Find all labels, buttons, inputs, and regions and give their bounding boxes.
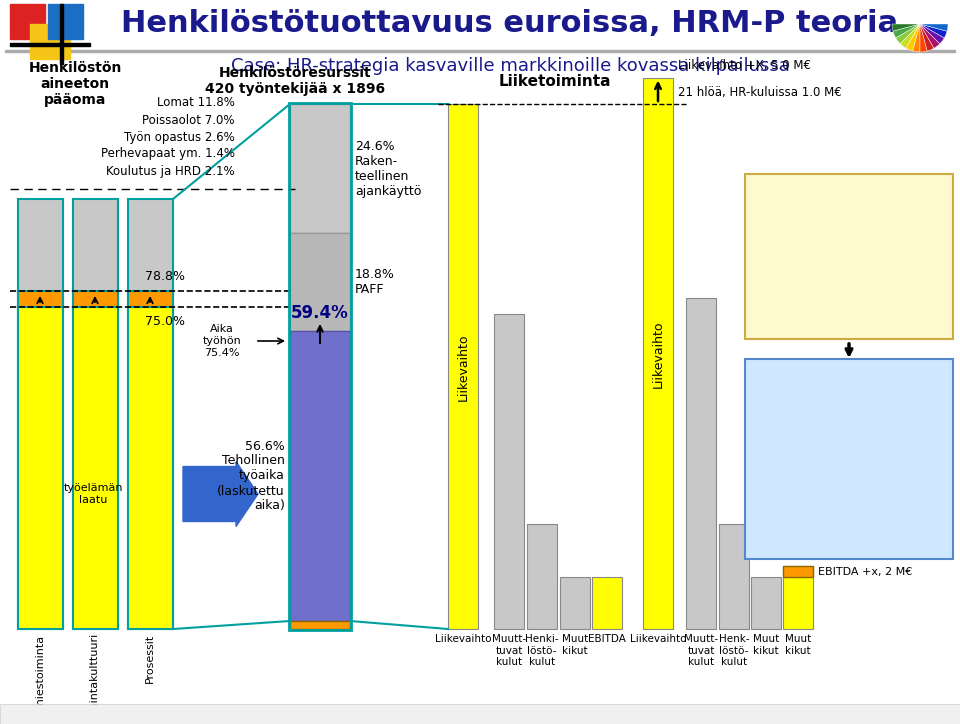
- Text: Muut
kikut: Muut kikut: [785, 634, 811, 656]
- Text: EBITDA: EBITDA: [588, 634, 626, 644]
- Text: Prosessit: Prosessit: [145, 634, 155, 683]
- Text: Liikevaíhto +X, 5.0 M€: Liikevaíhto +X, 5.0 M€: [678, 59, 811, 72]
- Bar: [448, 104, 478, 629]
- Text: 56.6%
Tehollinen
työaika
(laskutettu
aika): 56.6% Tehollinen työaika (laskutettu aik…: [217, 439, 285, 513]
- Bar: [527, 524, 557, 629]
- Bar: [494, 314, 524, 629]
- Text: HRD jälkeen:: HRD jälkeen:: [753, 377, 843, 390]
- Bar: [719, 524, 749, 629]
- Text: Case: HR-strategia kasvaville markkinoille kovassa kilpailussa: Case: HR-strategia kasvaville markkinoil…: [230, 57, 789, 75]
- Bar: [73, 291, 118, 307]
- Text: Henkilöstön
aineeton
pääoma: Henkilöstön aineeton pääoma: [28, 61, 122, 107]
- Bar: [18, 291, 63, 307]
- Text: Liikevaihto 105.0 M€: Liikevaihto 105.0 M€: [753, 408, 883, 421]
- Bar: [60, 4, 63, 64]
- Bar: [128, 291, 173, 307]
- Text: Liikevaihto: Liikevaihto: [630, 634, 686, 644]
- Bar: [73, 199, 118, 629]
- Text: PAFF: Preventive actions Appraisal, Internal Failure, External Failure), (BS 614: PAFF: Preventive actions Appraisal, Inte…: [234, 709, 726, 719]
- Text: Lomat 11.8%: Lomat 11.8%: [157, 96, 235, 109]
- Wedge shape: [913, 24, 920, 52]
- Bar: [18, 307, 63, 629]
- Wedge shape: [920, 24, 927, 52]
- Bar: [643, 77, 673, 629]
- Text: 78.8%: 78.8%: [145, 270, 185, 283]
- Wedge shape: [920, 24, 948, 38]
- Text: Muuttuvat 63.0 M€: Muuttuvat 63.0 M€: [753, 439, 872, 452]
- Wedge shape: [920, 24, 948, 31]
- Bar: [290, 233, 350, 331]
- Text: Koulutus ja HRD 2.1%: Koulutus ja HRD 2.1%: [107, 164, 235, 177]
- Wedge shape: [892, 24, 920, 31]
- Text: Muut kikut 10.0 M€: Muut kikut 10.0 M€: [753, 290, 874, 303]
- Bar: [745, 174, 953, 339]
- Text: Muut
kikut: Muut kikut: [753, 634, 780, 656]
- Text: Työn opastus 2.6%: Työn opastus 2.6%: [124, 130, 235, 143]
- Wedge shape: [896, 24, 920, 43]
- Bar: [128, 199, 173, 629]
- Text: EBITDA 10.0 M€: EBITDA 10.0 M€: [753, 315, 853, 328]
- Text: Poissaolot 7.0%: Poissaolot 7.0%: [142, 114, 235, 127]
- Bar: [686, 298, 716, 629]
- Text: 21 hlöä, HR-kuluissa 1.0 M€: 21 hlöä, HR-kuluissa 1.0 M€: [678, 85, 842, 98]
- Text: Liikevaihto 100.0 M€: Liikevaihto 100.0 M€: [753, 213, 883, 226]
- Text: 18.8%
PAFF: 18.8% PAFF: [355, 268, 395, 296]
- Text: Muut kikut 10.0 M€: Muut kikut 10.0 M€: [753, 500, 874, 513]
- Bar: [48, 4, 83, 39]
- Bar: [73, 307, 118, 629]
- Text: Henkilöstö 20.0 M€: Henkilöstö 20.0 M€: [753, 469, 874, 482]
- Text: 24.6%
Raken-
teellinen
ajankäyttö: 24.6% Raken- teellinen ajankäyttö: [355, 140, 421, 198]
- Text: Henkilöstö 20.0 M€: Henkilöstö 20.0 M€: [753, 264, 874, 277]
- Text: © Marko Kesti: © Marko Kesti: [8, 709, 86, 719]
- Text: Liikevaihto: Liikevaihto: [457, 333, 469, 401]
- Text: EBITDA 12.0 M€: EBITDA 12.0 M€: [753, 531, 865, 544]
- Text: Henki-
löstö-
kulut: Henki- löstö- kulut: [525, 634, 559, 668]
- Text: Liiketoiminta: Liiketoiminta: [753, 188, 845, 201]
- Bar: [289, 103, 351, 630]
- Text: Muut
kikut: Muut kikut: [562, 634, 588, 656]
- Text: Henk-
löstö-
kulut: Henk- löstö- kulut: [719, 634, 750, 668]
- Text: Liiketoiminta: Liiketoiminta: [499, 74, 612, 88]
- Bar: [783, 566, 813, 629]
- Bar: [783, 566, 813, 576]
- Bar: [128, 307, 173, 629]
- Wedge shape: [920, 24, 945, 43]
- FancyArrow shape: [183, 461, 258, 526]
- Wedge shape: [920, 24, 934, 51]
- Text: Muutt-
tuvat
kulut: Muutt- tuvat kulut: [492, 634, 526, 668]
- Text: 75.0%: 75.0%: [145, 315, 185, 328]
- Text: työelämän
laatu: työelämän laatu: [63, 483, 123, 505]
- Bar: [751, 576, 781, 629]
- Bar: [745, 359, 953, 559]
- Bar: [0, 704, 960, 724]
- Text: Henkilöstöresurssit
420 työntekijää x 1896: Henkilöstöresurssit 420 työntekijää x 18…: [204, 66, 385, 96]
- Wedge shape: [920, 24, 940, 49]
- Wedge shape: [906, 24, 920, 51]
- Text: EBITDA +x, 2 M€: EBITDA +x, 2 M€: [818, 566, 912, 576]
- Bar: [592, 576, 622, 629]
- Text: Liikevaihto: Liikevaihto: [435, 634, 492, 644]
- Text: Muuttuvat 60.0 M€: Muuttuvat 60.0 M€: [753, 239, 872, 251]
- Text: 59.4%: 59.4%: [291, 304, 348, 322]
- Text: Esimiestoiminta: Esimiestoiminta: [35, 634, 45, 723]
- Text: Toimintakulttuuri: Toimintakulttuuri: [90, 634, 100, 724]
- Text: Henkilöstötuottavuus euroissa, HRM-P teoria: Henkilöstötuottavuus euroissa, HRM-P teo…: [121, 9, 899, 38]
- Text: Perhevapaat ym. 1.4%: Perhevapaat ym. 1.4%: [101, 148, 235, 161]
- Bar: [290, 331, 350, 621]
- Bar: [10, 43, 90, 46]
- Wedge shape: [900, 24, 920, 49]
- Wedge shape: [893, 24, 920, 38]
- Text: Liikevaihto: Liikevaihto: [652, 320, 664, 388]
- Text: Aika
työhön
75.4%: Aika työhön 75.4%: [203, 324, 241, 358]
- Text: Muutt-
tuvat
kulut: Muutt- tuvat kulut: [684, 634, 718, 668]
- Bar: [5, 50, 955, 52]
- Bar: [18, 199, 63, 629]
- Bar: [290, 621, 350, 629]
- Bar: [290, 104, 350, 233]
- Bar: [10, 4, 45, 39]
- Bar: [560, 576, 590, 629]
- Bar: [30, 24, 70, 59]
